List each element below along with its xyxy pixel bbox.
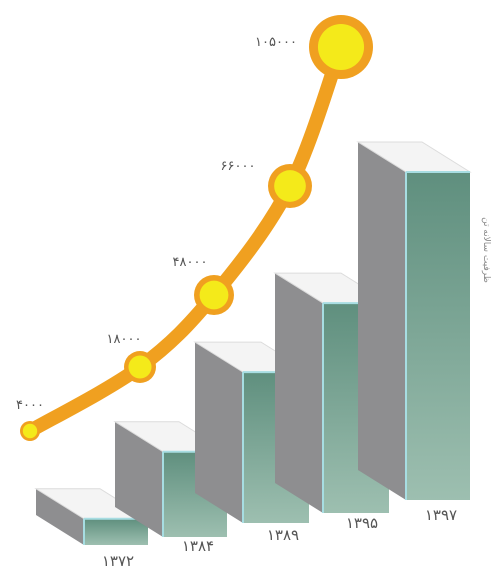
value-label-5: ۱۰۵۰۰۰ [255, 35, 297, 50]
bar-side-face [36, 488, 84, 545]
bar-side-face [195, 342, 243, 523]
year-label-4: ۱۳۹۵ [346, 514, 378, 532]
value-label-3: ۴۸۰۰۰ [173, 255, 208, 270]
year-label-2: ۱۳۸۴ [182, 537, 214, 555]
bar-side-face [115, 421, 163, 537]
year-label-1: ۱۳۷۲ [102, 552, 134, 570]
bar-1 [34, 488, 150, 545]
curve-marker-4 [274, 170, 306, 202]
bar-front-face [84, 518, 148, 545]
bars-group [34, 141, 472, 545]
bar-5 [356, 141, 472, 500]
labels-group: ۱۳۷۲ ۱۳۸۴ ۱۳۸۹ ۱۳۹۵ ۱۳۹۷ ۴۰۰۰ ۱۸۰۰۰ ۴۸۰۰۰ ۶۶۰۰۰ ۱… [16, 35, 457, 570]
value-label-1: ۴۰۰۰ [16, 398, 44, 413]
growth-curve-group [20, 15, 373, 441]
year-label-3: ۱۳۸۹ [267, 526, 299, 544]
curve-marker-3 [199, 280, 229, 310]
year-label-5: ۱۳۹۷ [425, 506, 457, 524]
bar-side-face [275, 273, 323, 513]
value-label-4: ۶۶۰۰۰ [221, 159, 256, 174]
curve-marker-2 [128, 355, 152, 379]
bar-side-face [358, 142, 406, 500]
value-label-2: ۱۸۰۰۰ [107, 332, 142, 347]
side-axis-label: ظرفیت سالانه تن [481, 217, 491, 283]
curve-marker-1 [22, 423, 38, 439]
bar-front-face [406, 172, 470, 500]
curve-marker-5 [317, 23, 365, 71]
growth-curve-tail [29, 364, 142, 434]
